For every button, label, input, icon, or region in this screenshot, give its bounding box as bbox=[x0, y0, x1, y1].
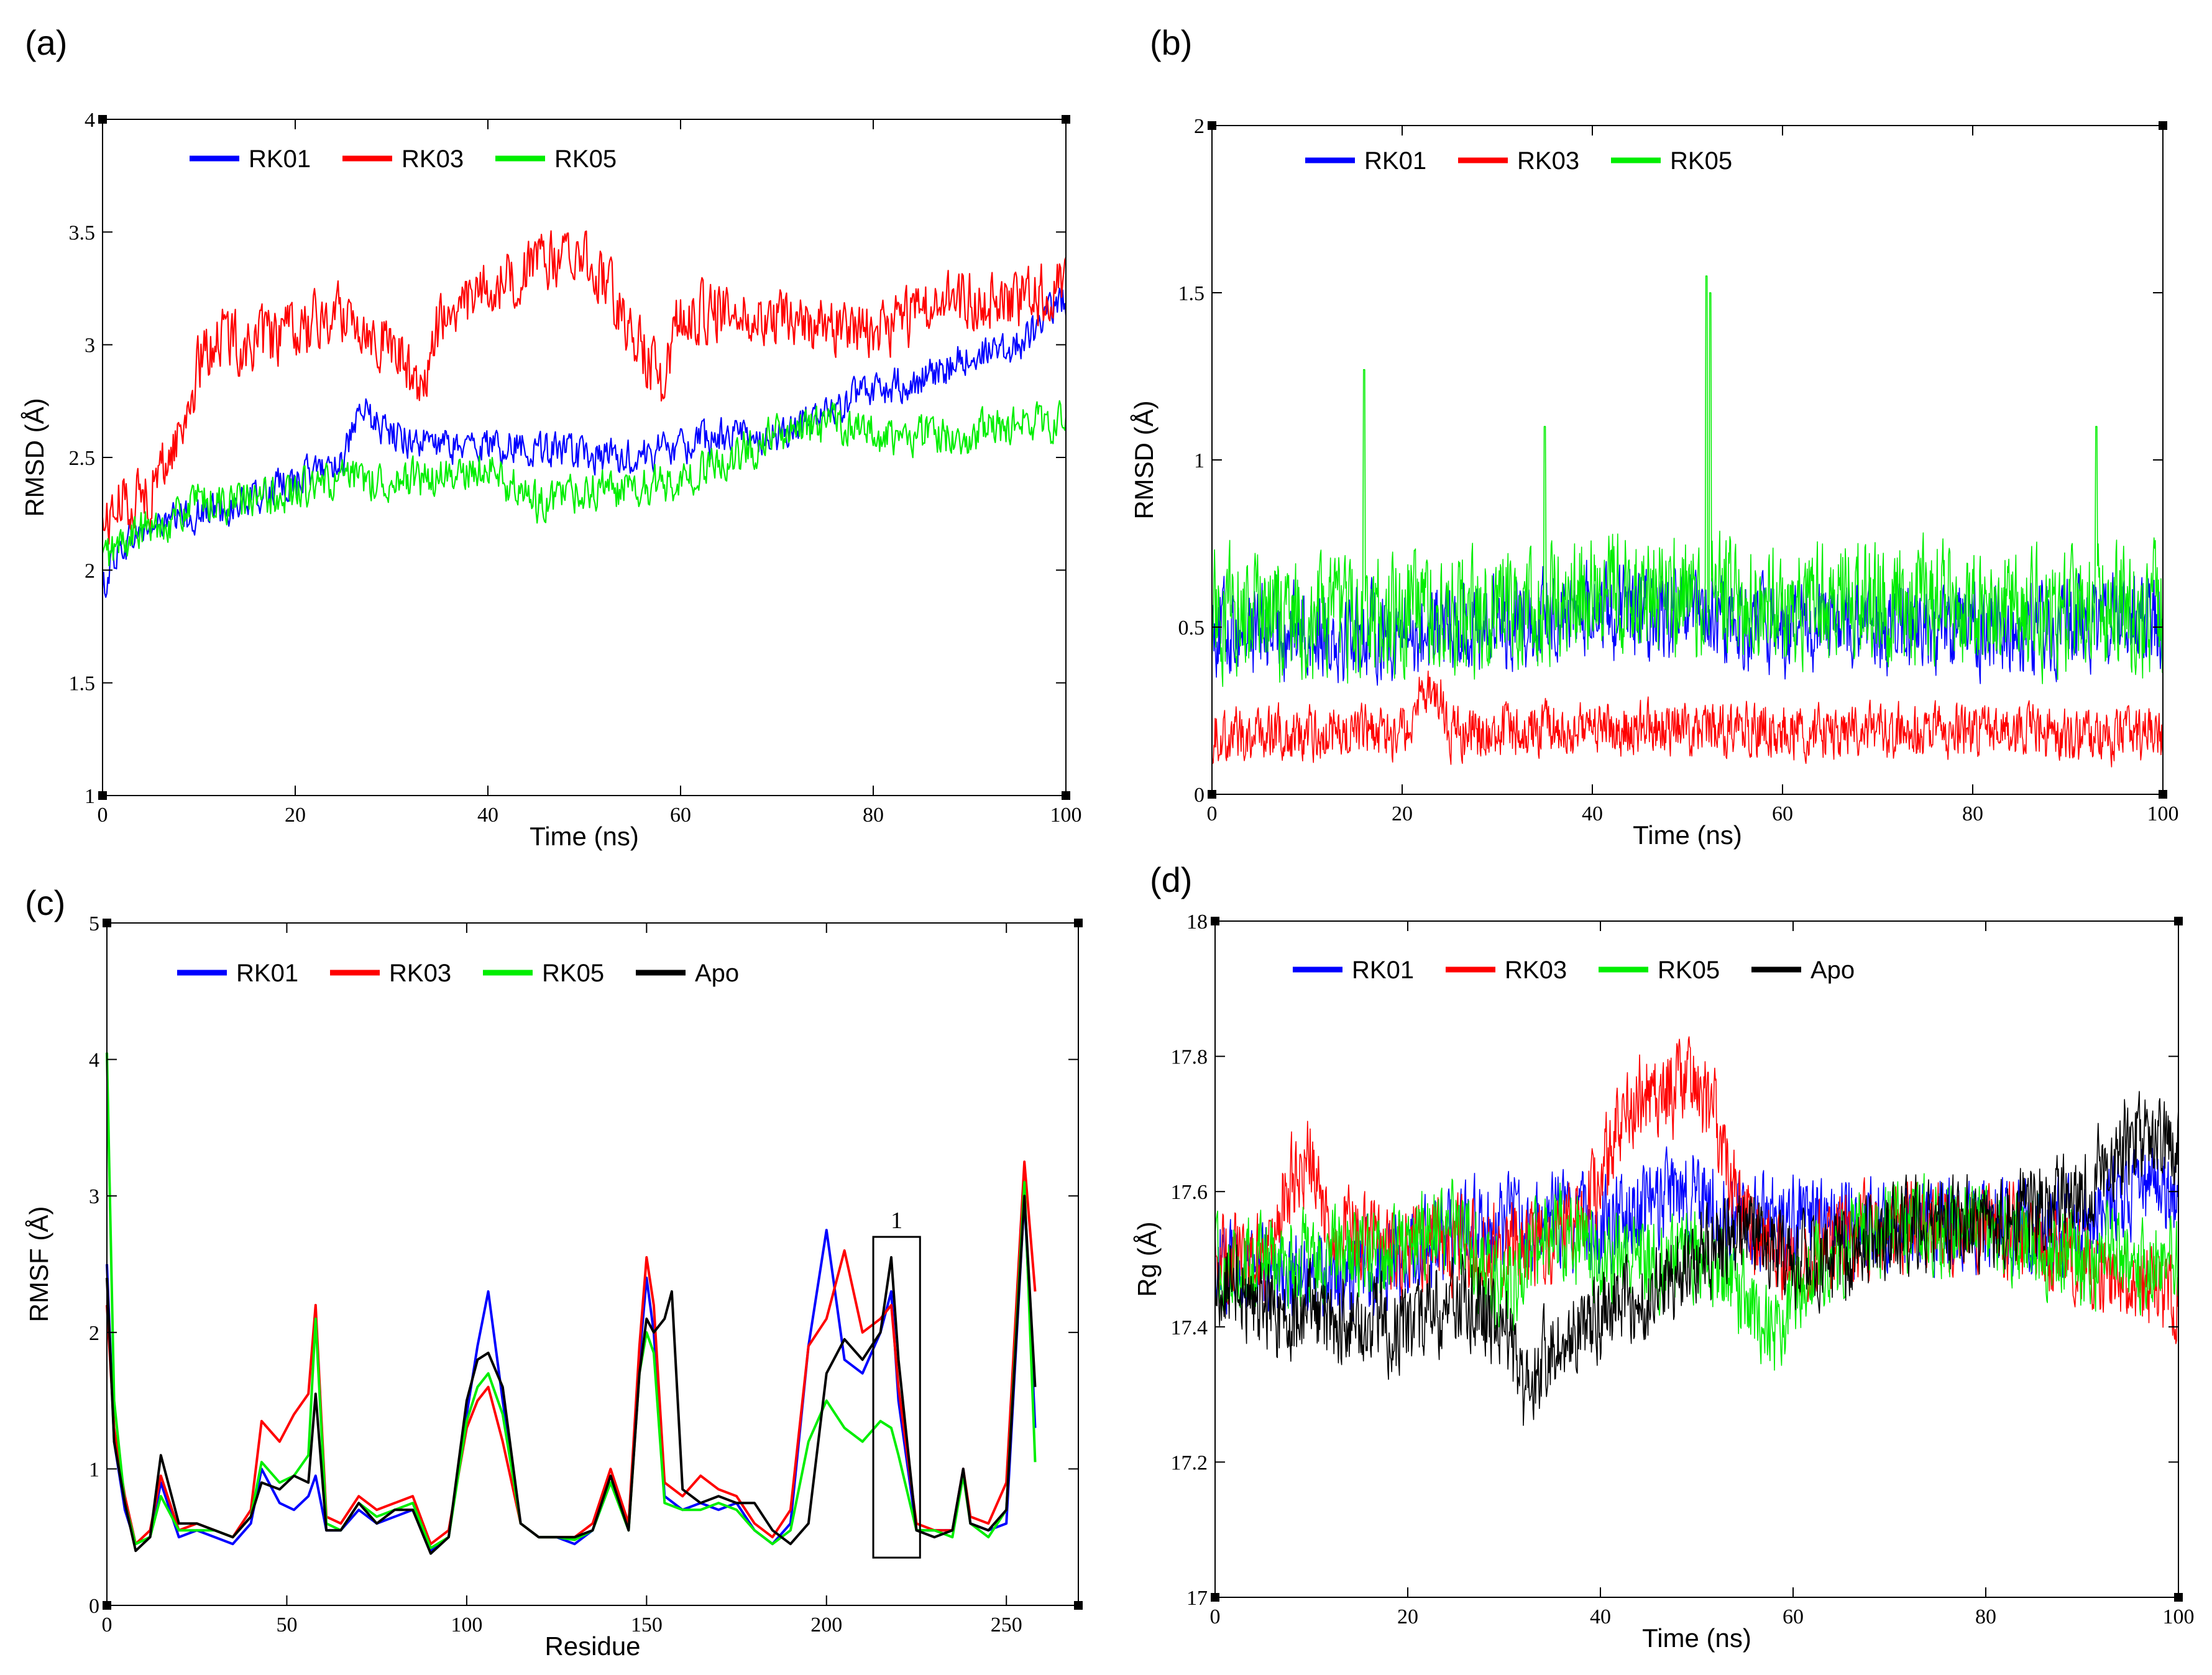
x-tick-label: 60 bbox=[1783, 1605, 1804, 1628]
series-line-rk01 bbox=[101, 287, 1067, 598]
legend-label-rk03: RK03 bbox=[389, 960, 451, 987]
y-tick-label: 1 bbox=[1194, 449, 1205, 472]
plot-frame bbox=[1211, 125, 2164, 795]
x-tick-label: 40 bbox=[1590, 1605, 1611, 1628]
panel-c-rmsf: 0 50 100 150 200 250 0 1 2 3 4 5 Residue RMSF (Å) RK01… bbox=[24, 912, 1083, 1661]
legend-label-rk01: RK01 bbox=[236, 960, 298, 987]
y-tick-label: 1.5 bbox=[1178, 282, 1205, 305]
panel-label-a: (a) bbox=[25, 23, 67, 62]
y-axis-label: RMSD (Å) bbox=[20, 398, 49, 516]
y-tick-label: 17.6 bbox=[1171, 1181, 1208, 1204]
x-tick-label: 20 bbox=[1392, 802, 1413, 825]
x-tick-label: 100 bbox=[2163, 1605, 2195, 1628]
y-tick-label: 4 bbox=[85, 109, 95, 132]
x-tick-label: 20 bbox=[285, 804, 306, 827]
y-tick-label: 2 bbox=[89, 1322, 99, 1345]
x-tick-label: 250 bbox=[991, 1613, 1022, 1636]
legend-label-rk05: RK05 bbox=[1658, 957, 1720, 984]
annotation-box bbox=[872, 1236, 921, 1559]
legend-label-rk03: RK03 bbox=[1505, 957, 1567, 984]
series-line-rk05 bbox=[101, 400, 1067, 567]
x-tick-label: 0 bbox=[102, 1613, 112, 1636]
x-tick-label: 60 bbox=[1772, 802, 1793, 825]
x-tick-label: 100 bbox=[2147, 802, 2179, 825]
x-tick-label: 100 bbox=[1050, 804, 1082, 827]
legend-label-apo: Apo bbox=[1810, 957, 1855, 984]
y-tick-label: 18 bbox=[1186, 911, 1208, 934]
legend-label-rk03: RK03 bbox=[1517, 147, 1579, 175]
y-tick-label: 3.5 bbox=[69, 221, 96, 244]
x-tick-label: 20 bbox=[1397, 1605, 1418, 1628]
y-tick-label: 3 bbox=[85, 334, 95, 357]
x-tick-label: 50 bbox=[276, 1613, 297, 1636]
y-tick-label: 17.2 bbox=[1171, 1451, 1208, 1474]
x-tick-label: 80 bbox=[1962, 802, 1983, 825]
legend-label-apo: Apo bbox=[695, 960, 739, 987]
x-tick-label: 80 bbox=[1975, 1605, 1996, 1628]
series-line-rk01 bbox=[106, 1195, 1037, 1553]
x-tick-label: 0 bbox=[98, 804, 108, 827]
y-tick-label: 2 bbox=[85, 559, 95, 582]
x-axis-label: Time (ns) bbox=[1642, 1623, 1751, 1653]
legend-label-rk05: RK05 bbox=[554, 145, 617, 173]
legend-label-rk01: RK01 bbox=[1364, 147, 1426, 175]
plot-frame bbox=[106, 922, 1079, 1606]
plot-frame bbox=[1214, 920, 2179, 1598]
series-line-apo bbox=[106, 1195, 1037, 1555]
y-tick-label: 17.4 bbox=[1171, 1316, 1208, 1339]
y-tick-label: 0.5 bbox=[1178, 617, 1205, 640]
y-axis-label: Rg (Å) bbox=[1132, 1221, 1162, 1296]
x-tick-label: 150 bbox=[631, 1613, 663, 1636]
series-line-rk05 bbox=[106, 1052, 1037, 1549]
x-axis-label: Time (ns) bbox=[1633, 820, 1742, 850]
x-tick-label: 100 bbox=[451, 1613, 482, 1636]
y-tick-label: 1 bbox=[89, 1458, 99, 1481]
y-tick-label: 4 bbox=[89, 1049, 99, 1072]
y-tick-label: 0 bbox=[1194, 784, 1205, 807]
panel-b-ligand-rmsd: 0 20 40 60 80 100 0 0.5 1 1.5 2 Time (ns) RMSD (Å) RK… bbox=[1129, 115, 2179, 850]
series-line-rk03 bbox=[101, 230, 1067, 545]
x-tick-label: 40 bbox=[477, 804, 498, 827]
x-axis-label: Residue bbox=[544, 1631, 640, 1661]
panel-a-rmsd: 0 20 40 60 80 100 1 1.5 2 2.5 3 3.5 4 Time (ns) RMSD (… bbox=[20, 109, 1082, 851]
y-tick-label: 2.5 bbox=[69, 447, 96, 470]
y-tick-label: 1 bbox=[85, 785, 95, 808]
x-tick-label: 80 bbox=[863, 804, 884, 827]
y-tick-label: 0 bbox=[89, 1595, 99, 1618]
series-line-rk05 bbox=[1211, 275, 2164, 687]
annotation-label: 1 bbox=[891, 1208, 902, 1234]
y-tick-label: 3 bbox=[89, 1185, 99, 1208]
legend-label-rk01: RK01 bbox=[249, 145, 311, 173]
legend-label-rk05: RK05 bbox=[542, 960, 604, 987]
panel-d-rg: 0 20 40 60 80 100 17 17.2 17.4 17.6 17.8 18 Time (ns… bbox=[1132, 911, 2195, 1653]
y-tick-label: 17 bbox=[1186, 1587, 1208, 1610]
panel-label-d: (d) bbox=[1150, 860, 1192, 899]
panel-label-c: (c) bbox=[25, 883, 65, 922]
x-tick-label: 0 bbox=[1207, 802, 1218, 825]
legend-label-rk01: RK01 bbox=[1352, 957, 1414, 984]
y-tick-label: 17.8 bbox=[1171, 1046, 1208, 1069]
y-axis-label: RMSF (Å) bbox=[24, 1206, 53, 1323]
x-axis-label: Time (ns) bbox=[530, 822, 639, 851]
x-tick-label: 200 bbox=[810, 1613, 842, 1636]
x-tick-label: 0 bbox=[1210, 1605, 1221, 1628]
legend-label-rk03: RK03 bbox=[402, 145, 464, 173]
y-tick-label: 5 bbox=[89, 912, 99, 935]
series-line-rk03 bbox=[1211, 670, 2164, 768]
y-axis-label: RMSD (Å) bbox=[1129, 400, 1159, 519]
y-tick-label: 1.5 bbox=[69, 672, 96, 695]
panel-label-b: (b) bbox=[1150, 23, 1192, 62]
y-tick-label: 2 bbox=[1194, 115, 1205, 138]
x-tick-label: 40 bbox=[1582, 802, 1603, 825]
legend-label-rk05: RK05 bbox=[1670, 147, 1732, 175]
series-line-apo bbox=[1214, 1091, 2179, 1426]
x-tick-label: 60 bbox=[670, 804, 691, 827]
